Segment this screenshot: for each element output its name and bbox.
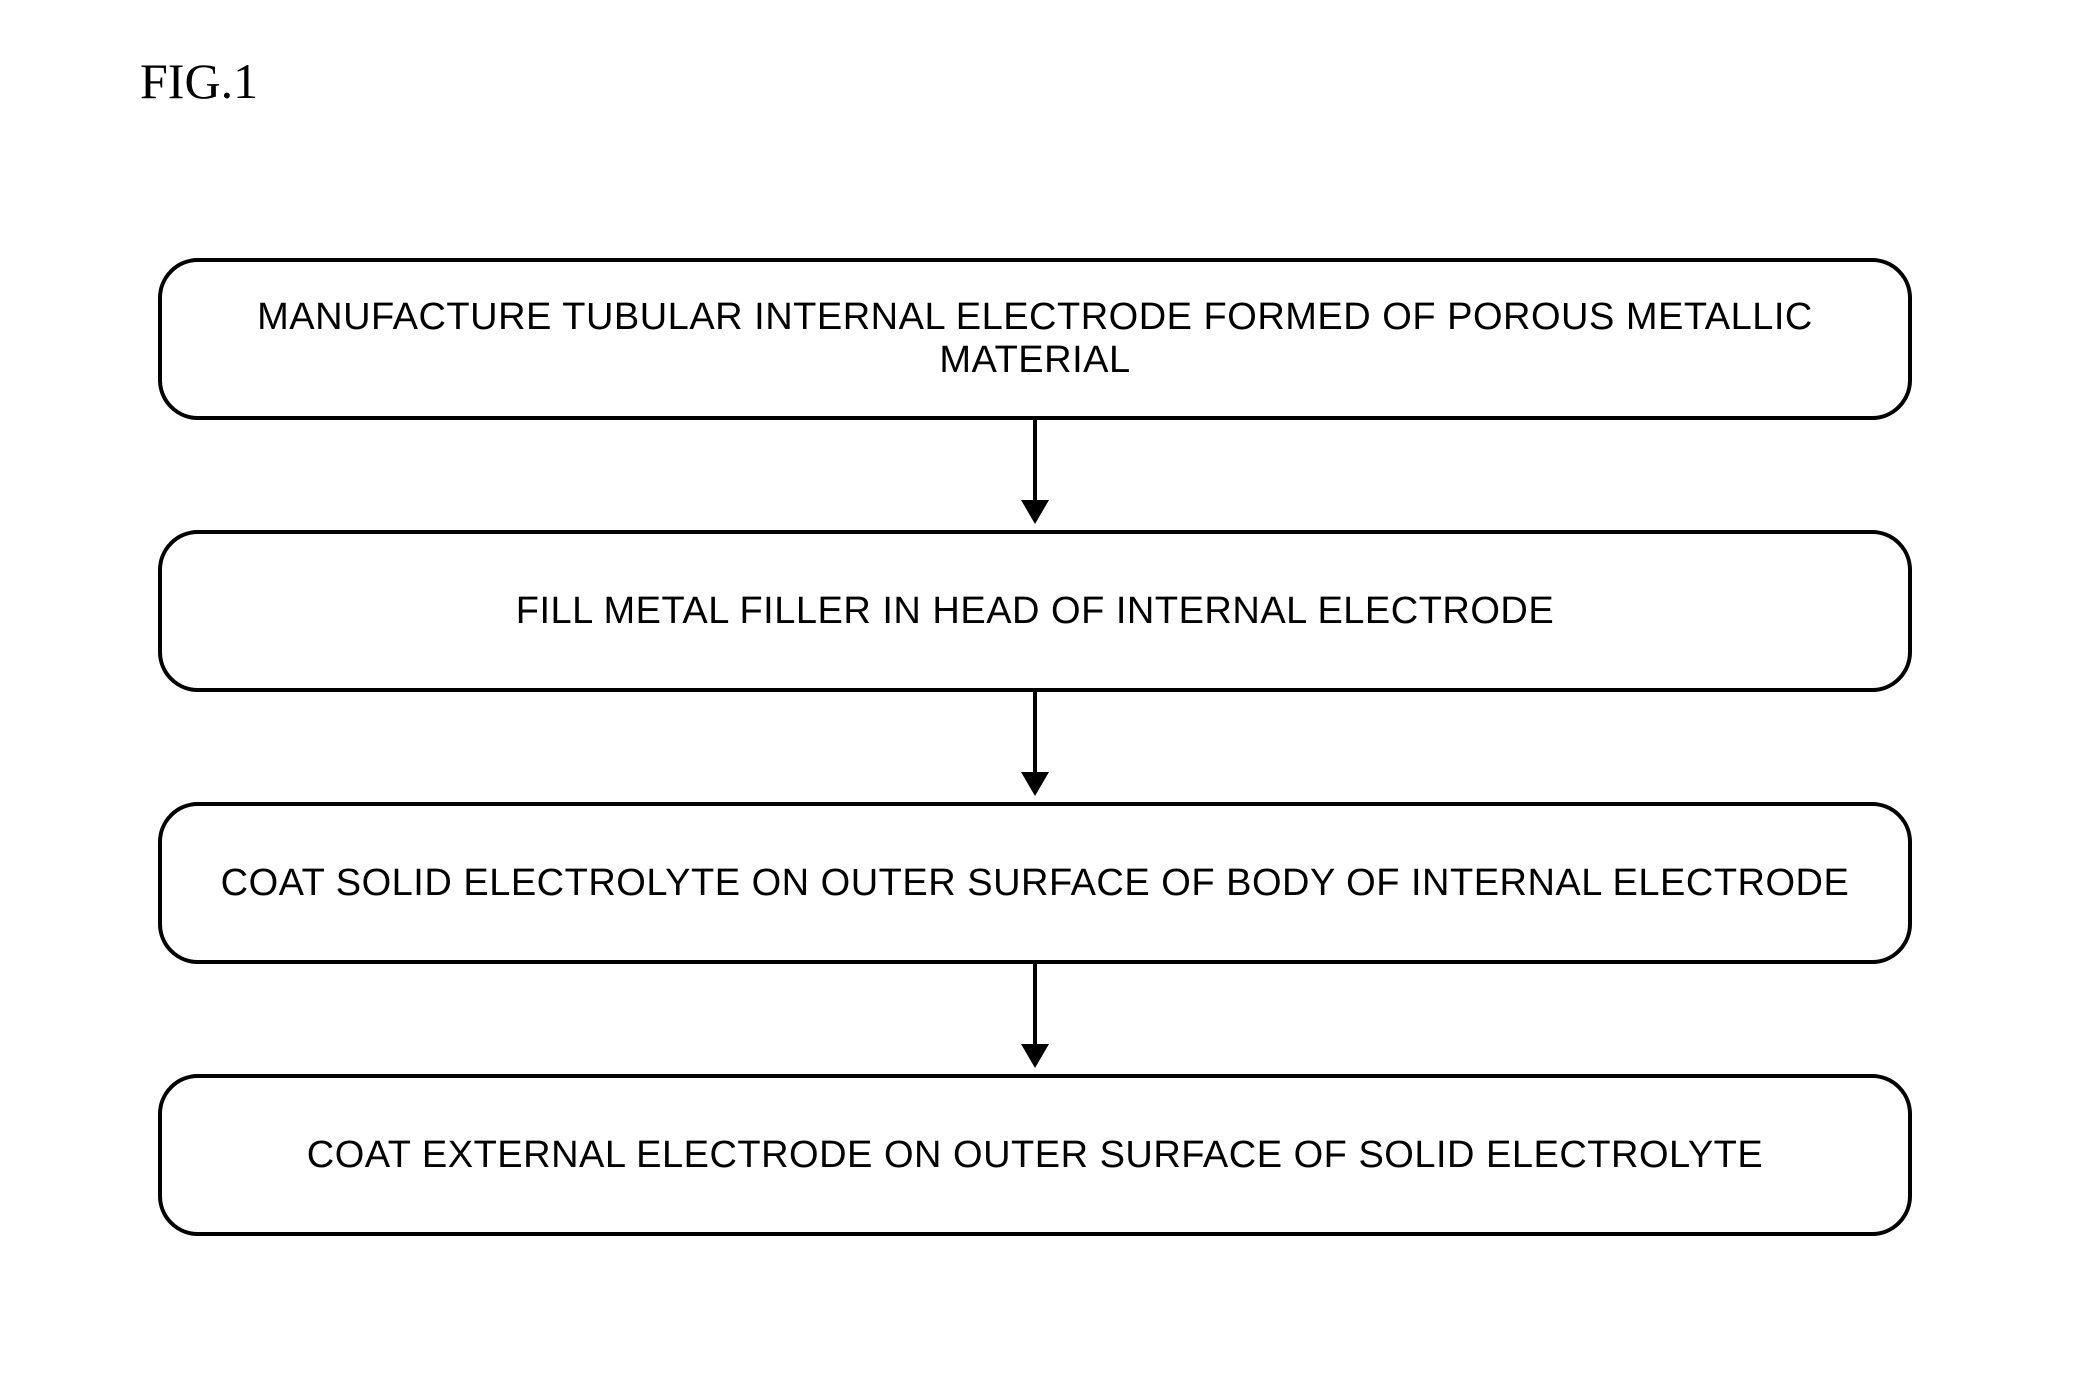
flowchart-container: MANUFACTURE TUBULAR INTERNAL ELECTRODE F… [158,258,1912,1236]
flowchart-step: COAT SOLID ELECTROLYTE ON OUTER SURFACE … [158,802,1912,964]
flowchart-arrow [1021,964,1049,1074]
arrow-line [1033,692,1037,774]
flowchart-step-text: MANUFACTURE TUBULAR INTERNAL ELECTRODE F… [202,296,1868,382]
arrow-down-icon [1021,500,1049,524]
flowchart-step: MANUFACTURE TUBULAR INTERNAL ELECTRODE F… [158,258,1912,420]
arrow-down-icon [1021,1044,1049,1068]
arrow-line [1033,420,1037,502]
figure-label: FIG.1 [140,52,258,110]
flowchart-step-text: FILL METAL FILLER IN HEAD OF INTERNAL EL… [516,590,1554,633]
arrow-line [1033,964,1037,1046]
flowchart-arrow [1021,420,1049,530]
flowchart-step: COAT EXTERNAL ELECTRODE ON OUTER SURFACE… [158,1074,1912,1236]
flowchart-arrow [1021,692,1049,802]
flowchart-step: FILL METAL FILLER IN HEAD OF INTERNAL EL… [158,530,1912,692]
flowchart-step-text: COAT EXTERNAL ELECTRODE ON OUTER SURFACE… [307,1134,1763,1177]
arrow-down-icon [1021,772,1049,796]
flowchart-step-text: COAT SOLID ELECTROLYTE ON OUTER SURFACE … [221,862,1850,905]
